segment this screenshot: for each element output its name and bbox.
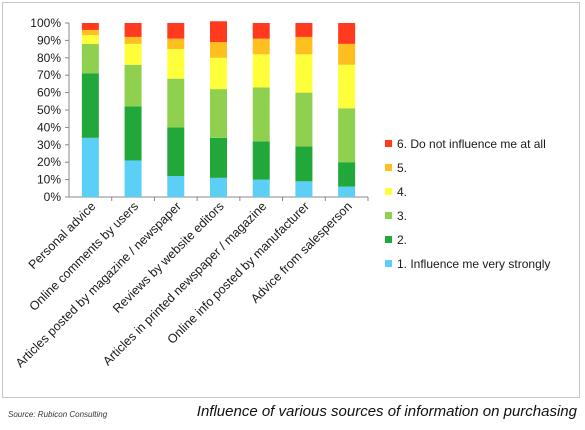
bar-segment bbox=[252, 87, 270, 142]
x-tick-label: Articles posted by magazine / newspaper bbox=[13, 199, 184, 370]
legend-label: 6. Do not influence me at all bbox=[397, 137, 546, 151]
bar-segment bbox=[81, 73, 99, 138]
bar-segment bbox=[295, 181, 313, 197]
bar-segment bbox=[124, 23, 142, 37]
bar-segment bbox=[210, 89, 227, 138]
bar-segment bbox=[124, 43, 142, 65]
source-note: Source: Rubicon Consulting bbox=[8, 410, 108, 419]
bar-segment bbox=[210, 137, 227, 178]
bar-segment bbox=[210, 57, 227, 90]
legend-label: 4. bbox=[397, 185, 407, 199]
bar-segment bbox=[210, 42, 227, 58]
bar-segment bbox=[252, 179, 270, 197]
bar-segment bbox=[124, 64, 142, 107]
bar-segment bbox=[167, 49, 185, 79]
bar-segment bbox=[210, 177, 227, 197]
bar-segment bbox=[295, 92, 313, 147]
stacked-bar-chart: 0%10%20%30%40%50%60%70%80%90%100%Persona… bbox=[13, 16, 551, 370]
bar-segment bbox=[124, 160, 142, 197]
bar-segment bbox=[167, 78, 185, 128]
bar-segment bbox=[124, 36, 142, 44]
bar-segment bbox=[252, 54, 270, 88]
y-tick-label: 20% bbox=[37, 155, 61, 169]
bar-segment bbox=[338, 162, 356, 187]
y-tick-label: 30% bbox=[37, 138, 61, 152]
bar-segment bbox=[338, 43, 356, 65]
bar-segment bbox=[252, 23, 270, 39]
legend-swatch bbox=[385, 212, 392, 219]
bar-segment bbox=[167, 38, 185, 50]
bar-segment bbox=[81, 43, 99, 74]
bar-segment bbox=[338, 186, 356, 197]
legend-swatch bbox=[385, 236, 392, 243]
legend-swatch bbox=[385, 188, 392, 195]
bar-segment bbox=[81, 29, 99, 36]
bar-segment bbox=[210, 21, 227, 43]
y-tick-label: 0% bbox=[44, 190, 62, 204]
bar-segment bbox=[338, 108, 356, 163]
bar-segment bbox=[167, 23, 185, 39]
bar-segment bbox=[295, 146, 313, 182]
bar-segment bbox=[295, 23, 313, 37]
y-tick-label: 40% bbox=[37, 120, 61, 134]
bar-segment bbox=[252, 141, 270, 180]
bar-segment bbox=[295, 36, 313, 55]
bar-segment bbox=[167, 127, 185, 177]
bar-segment bbox=[167, 176, 185, 197]
y-tick-label: 10% bbox=[37, 173, 61, 187]
bar-segment bbox=[252, 38, 270, 55]
bar-segment bbox=[338, 64, 356, 109]
bar-segment bbox=[81, 35, 99, 44]
bar-segment bbox=[338, 23, 356, 44]
legend-label: 1. Influence me very strongly bbox=[397, 257, 550, 271]
y-tick-label: 50% bbox=[37, 103, 61, 117]
bar-segment bbox=[81, 137, 99, 197]
y-tick-label: 60% bbox=[37, 86, 61, 100]
legend-label: 3. bbox=[397, 209, 407, 223]
legend-label: 2. bbox=[397, 233, 407, 247]
chart-frame: 0% 10% 20% 30% 40% 50% 60% 70% 80% 90% 100% Persona… bbox=[2, 2, 580, 398]
legend-swatch bbox=[385, 260, 392, 267]
legend-label: 5. bbox=[397, 161, 407, 175]
legend-swatch bbox=[385, 140, 392, 147]
y-tick-label: 70% bbox=[37, 68, 61, 82]
y-tick-label: 90% bbox=[37, 33, 61, 47]
bar-segment bbox=[124, 106, 142, 161]
legend-swatch bbox=[385, 164, 392, 171]
y-tick-label: 80% bbox=[37, 51, 61, 65]
y-tick-label: 100% bbox=[30, 16, 61, 30]
bar-segment bbox=[81, 23, 99, 30]
chart-caption: Influence of various sources of informat… bbox=[196, 403, 577, 420]
bar-segment bbox=[295, 54, 313, 93]
